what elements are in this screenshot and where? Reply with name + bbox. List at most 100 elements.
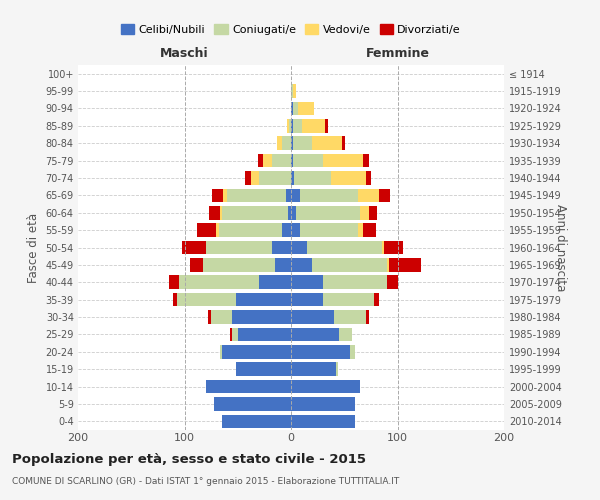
Bar bbox=[169, 276, 179, 289]
Bar bbox=[212, 188, 223, 202]
Bar bbox=[179, 276, 259, 289]
Bar bbox=[259, 276, 291, 289]
Bar bbox=[307, 240, 382, 254]
Bar bbox=[283, 224, 291, 237]
Bar bbox=[379, 188, 390, 202]
Bar bbox=[387, 276, 398, 289]
Bar bbox=[206, 380, 291, 394]
Bar bbox=[364, 224, 376, 237]
Bar bbox=[288, 206, 291, 220]
Bar bbox=[291, 380, 360, 394]
Bar bbox=[365, 310, 369, 324]
Bar bbox=[232, 328, 238, 341]
Bar bbox=[293, 84, 296, 98]
Bar bbox=[291, 310, 334, 324]
Bar bbox=[323, 276, 387, 289]
Bar bbox=[272, 154, 291, 168]
Bar bbox=[236, 362, 291, 376]
Bar bbox=[289, 119, 291, 132]
Bar bbox=[293, 154, 323, 168]
Bar bbox=[298, 102, 314, 115]
Bar bbox=[223, 188, 227, 202]
Bar bbox=[350, 345, 355, 358]
Bar bbox=[182, 240, 206, 254]
Bar bbox=[236, 293, 291, 306]
Y-axis label: Anni di nascita: Anni di nascita bbox=[554, 204, 567, 291]
Bar bbox=[222, 414, 291, 428]
Bar bbox=[291, 102, 293, 115]
Bar bbox=[238, 328, 291, 341]
Bar bbox=[222, 206, 288, 220]
Bar bbox=[291, 414, 355, 428]
Bar bbox=[287, 119, 289, 132]
Bar bbox=[293, 136, 313, 150]
Bar bbox=[206, 240, 272, 254]
Text: Maschi: Maschi bbox=[160, 47, 209, 60]
Bar bbox=[275, 258, 291, 272]
Text: COMUNE DI SCARLINO (GR) - Dati ISTAT 1° gennaio 2015 - Elaborazione TUTTITALIA.I: COMUNE DI SCARLINO (GR) - Dati ISTAT 1° … bbox=[12, 478, 399, 486]
Bar bbox=[197, 224, 217, 237]
Text: Femmine: Femmine bbox=[365, 47, 430, 60]
Bar bbox=[296, 206, 360, 220]
Bar bbox=[291, 293, 323, 306]
Bar bbox=[291, 119, 293, 132]
Bar bbox=[342, 136, 346, 150]
Bar bbox=[218, 224, 283, 237]
Bar bbox=[325, 119, 328, 132]
Bar bbox=[291, 328, 339, 341]
Bar bbox=[220, 345, 222, 358]
Bar bbox=[291, 276, 323, 289]
Bar bbox=[291, 240, 307, 254]
Bar bbox=[299, 188, 358, 202]
Legend: Celibi/Nubili, Coniugati/e, Vedovi/e, Divorziati/e: Celibi/Nubili, Coniugati/e, Vedovi/e, Di… bbox=[116, 20, 466, 39]
Bar bbox=[245, 171, 251, 185]
Bar bbox=[365, 171, 371, 185]
Bar bbox=[313, 136, 342, 150]
Bar bbox=[291, 84, 293, 98]
Bar bbox=[286, 188, 291, 202]
Bar bbox=[209, 206, 220, 220]
Y-axis label: Fasce di età: Fasce di età bbox=[27, 212, 40, 282]
Bar bbox=[258, 154, 263, 168]
Bar bbox=[360, 206, 369, 220]
Bar bbox=[313, 258, 387, 272]
Bar bbox=[283, 136, 291, 150]
Bar bbox=[334, 310, 365, 324]
Text: Popolazione per età, sesso e stato civile - 2015: Popolazione per età, sesso e stato civil… bbox=[12, 452, 366, 466]
Bar bbox=[293, 102, 298, 115]
Bar bbox=[383, 240, 403, 254]
Bar bbox=[251, 171, 259, 185]
Bar bbox=[387, 258, 389, 272]
Bar bbox=[217, 224, 218, 237]
Bar bbox=[222, 345, 291, 358]
Bar bbox=[291, 345, 350, 358]
Bar bbox=[263, 154, 272, 168]
Bar bbox=[291, 136, 293, 150]
Bar bbox=[190, 258, 203, 272]
Bar bbox=[323, 293, 374, 306]
Bar bbox=[203, 258, 275, 272]
Bar bbox=[259, 171, 291, 185]
Bar bbox=[382, 240, 383, 254]
Bar bbox=[208, 310, 211, 324]
Bar bbox=[272, 240, 291, 254]
Bar bbox=[331, 171, 365, 185]
Bar bbox=[299, 224, 358, 237]
Bar bbox=[214, 397, 291, 410]
Bar bbox=[293, 119, 302, 132]
Bar bbox=[291, 154, 293, 168]
Bar bbox=[291, 258, 313, 272]
Bar bbox=[358, 188, 379, 202]
Bar bbox=[220, 206, 222, 220]
Bar bbox=[323, 154, 364, 168]
Bar bbox=[291, 224, 299, 237]
Bar bbox=[177, 293, 236, 306]
Bar bbox=[364, 154, 369, 168]
Bar bbox=[277, 136, 283, 150]
Bar bbox=[232, 310, 291, 324]
Bar bbox=[291, 362, 336, 376]
Bar bbox=[291, 397, 355, 410]
Bar bbox=[227, 188, 286, 202]
Bar bbox=[336, 362, 338, 376]
Bar bbox=[302, 119, 325, 132]
